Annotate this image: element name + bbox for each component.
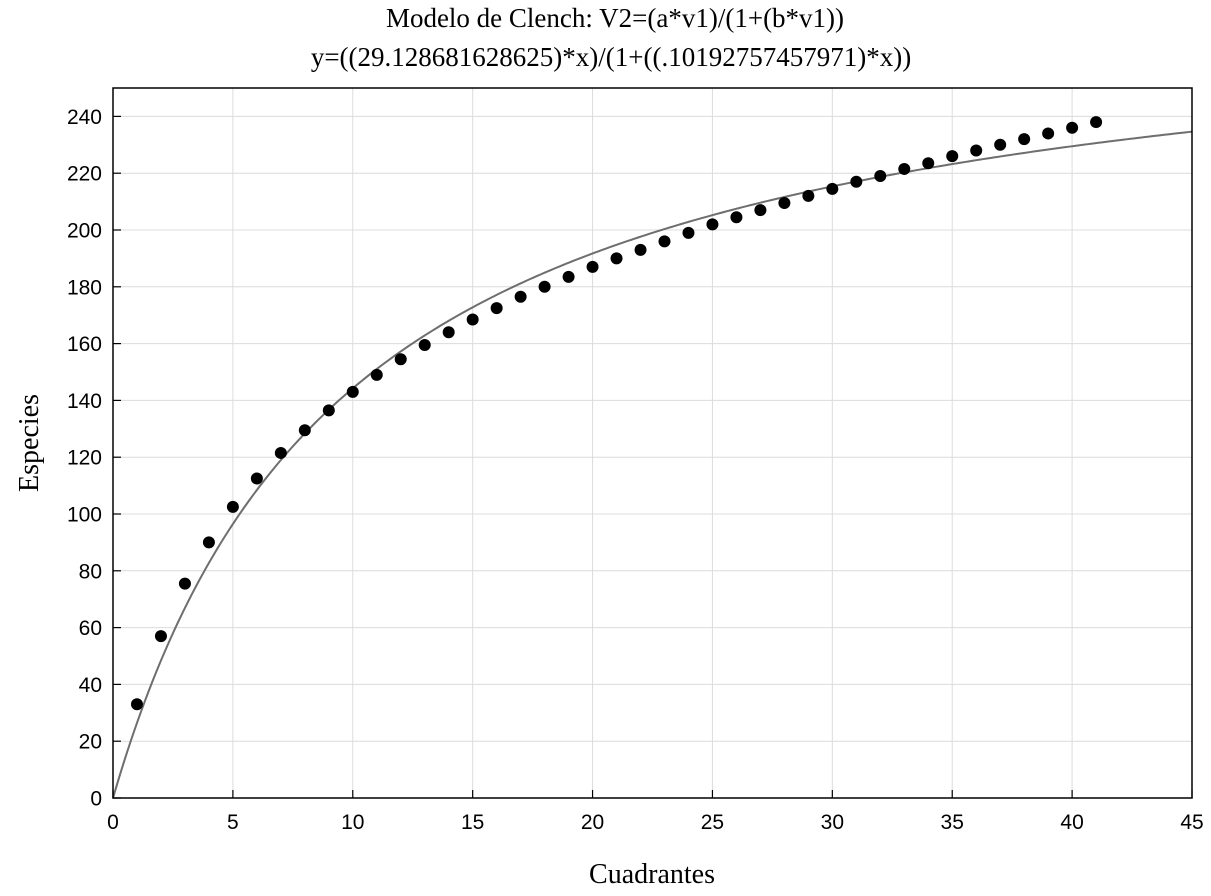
plot-frame [112, 87, 1193, 799]
data-point [706, 218, 719, 231]
x-tick-label: 45 [1180, 811, 1203, 834]
x-tick-label: 0 [107, 811, 119, 834]
y-tick-label: 240 [67, 106, 102, 129]
data-point [826, 182, 839, 195]
x-tick-label: 25 [701, 811, 724, 834]
y-tick-label: 60 [79, 617, 102, 640]
data-point [178, 577, 191, 590]
data-point [442, 326, 455, 339]
data-point [922, 157, 935, 170]
data-point [802, 189, 815, 202]
data-point [682, 226, 695, 239]
y-tick-label: 20 [79, 731, 102, 754]
data-point [322, 404, 335, 417]
x-tick-label: 15 [461, 811, 484, 834]
y-axis-label: Especies [14, 394, 45, 492]
axis-ticks: 0 5 10 15 20 25 30 35 40 45 0 20 40 60 80 100 120 140 160 1… [67, 106, 1204, 834]
grid-lines [113, 88, 1192, 798]
data-point [250, 472, 263, 485]
x-tick-label: 35 [941, 811, 964, 834]
data-point [394, 353, 407, 366]
x-tick-label: 40 [1060, 811, 1083, 834]
data-point [202, 536, 215, 549]
x-tick-label: 5 [227, 811, 239, 834]
data-point [418, 339, 431, 352]
fit-curve-layer [112, 130, 1193, 799]
data-point [586, 260, 599, 273]
data-point [1090, 116, 1103, 129]
data-point [946, 150, 959, 163]
y-tick-label: 160 [67, 333, 102, 356]
y-tick-label: 40 [79, 674, 102, 697]
data-point [130, 698, 143, 711]
data-point [634, 243, 647, 256]
data-point [226, 500, 239, 513]
data-point [370, 368, 383, 381]
data-point [874, 170, 887, 183]
data-point [1066, 121, 1079, 134]
data-point [898, 162, 911, 175]
data-point [1042, 127, 1055, 140]
chart-subtitle: y=((29.128681628625)*x)/(1+((.1019275745… [311, 42, 911, 72]
data-point [970, 144, 983, 157]
data-point [154, 630, 167, 643]
x-axis-label: Cuadrantes [589, 859, 715, 890]
data-point [490, 302, 503, 315]
data-point [298, 424, 311, 437]
chart-title: Modelo de Clench: V2=(a*v1)/(1+(b*v1)) [386, 3, 844, 33]
data-point [730, 211, 743, 224]
y-tick-label: 0 [90, 788, 102, 811]
x-tick-label: 30 [821, 811, 844, 834]
data-point [562, 270, 575, 283]
y-tick-label: 100 [67, 504, 102, 527]
x-tick-label: 20 [581, 811, 604, 834]
y-tick-label: 220 [67, 163, 102, 186]
data-point [754, 204, 767, 217]
y-tick-label: 180 [67, 276, 102, 299]
data-point [610, 252, 623, 265]
data-point [274, 446, 287, 459]
clench-fit-curve [112, 130, 1193, 799]
data-point [346, 385, 359, 398]
data-point [538, 280, 551, 293]
data-point [778, 197, 791, 210]
data-point [994, 138, 1007, 151]
y-tick-label: 140 [67, 390, 102, 413]
y-tick-label: 80 [79, 560, 102, 583]
data-point [466, 313, 479, 326]
data-point [1018, 133, 1031, 146]
data-point [514, 290, 527, 303]
data-point [658, 235, 671, 248]
data-points-layer [130, 116, 1103, 711]
data-point [850, 175, 863, 188]
y-tick-label: 120 [67, 447, 102, 470]
x-tick-label: 10 [341, 811, 364, 834]
y-tick-label: 200 [67, 220, 102, 243]
